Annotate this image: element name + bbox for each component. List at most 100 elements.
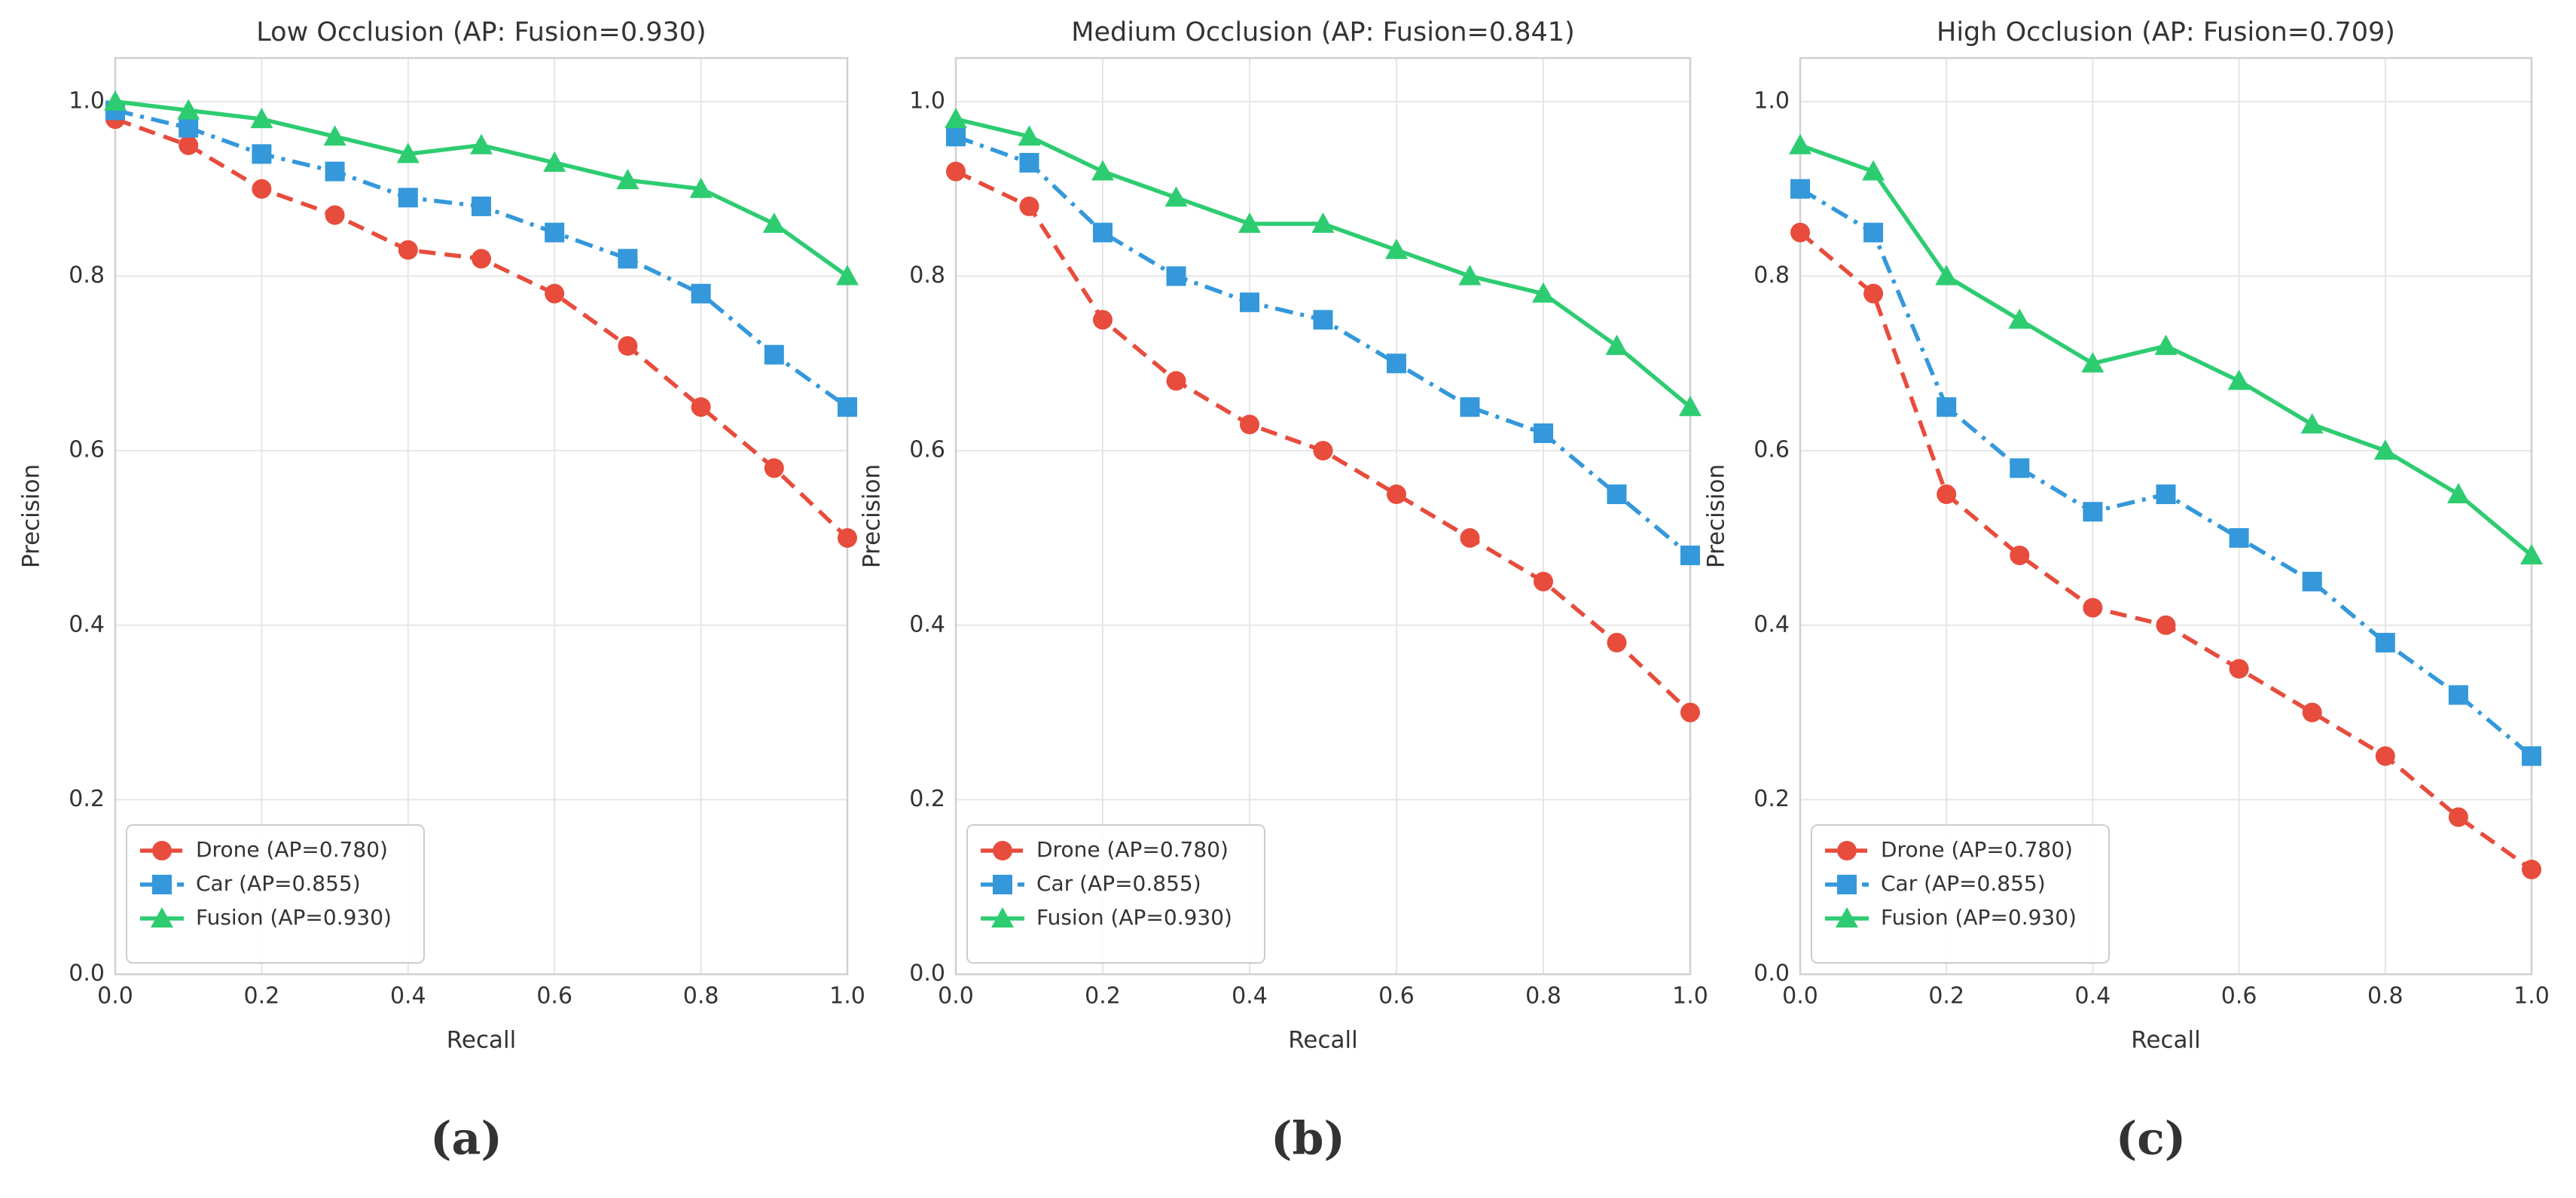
- axes-frame: [954, 57, 1692, 976]
- marker: [2010, 546, 2030, 566]
- marker: [179, 135, 199, 155]
- marker: [179, 118, 199, 138]
- marker: [1836, 907, 1858, 928]
- marker: [470, 133, 493, 154]
- x-axis-label: Recall: [2131, 1027, 2201, 1054]
- y-tick-label: 0.0: [909, 961, 945, 987]
- marker: [2083, 597, 2103, 618]
- x-tick-label: 0.4: [2075, 983, 2111, 1010]
- marker: [1311, 212, 1335, 234]
- marker: [1607, 484, 1627, 505]
- x-tick-label: 0.6: [536, 983, 572, 1010]
- marker: [2081, 352, 2104, 373]
- marker: [1313, 310, 1333, 330]
- x-axis-label: Recall: [1288, 1027, 1358, 1054]
- marker: [1532, 282, 1555, 303]
- y-tick-label: 0.0: [1753, 961, 1790, 987]
- y-tick-label: 0.4: [1753, 611, 1790, 637]
- legend-label: Drone (AP=0.780): [196, 837, 388, 862]
- x-tick-label: 1.0: [1672, 983, 1708, 1010]
- marker: [545, 283, 565, 304]
- y-tick-label: 0.4: [69, 611, 105, 637]
- x-tick-label: 0.6: [2221, 983, 2257, 1010]
- marker: [764, 458, 784, 478]
- marker: [2522, 746, 2541, 766]
- y-tick-label: 0.6: [909, 437, 945, 463]
- x-tick-label: 0.0: [97, 983, 133, 1010]
- marker: [2156, 615, 2176, 635]
- marker: [1019, 196, 1039, 216]
- y-axis-label: Precision: [1703, 464, 1730, 568]
- caption: (c): [2116, 1113, 2186, 1166]
- x-tick-label: 0.8: [683, 983, 719, 1010]
- marker: [836, 264, 859, 286]
- legend-label: Fusion (AP=0.930): [1036, 905, 1232, 930]
- marker: [2302, 571, 2322, 591]
- marker: [1680, 702, 1700, 723]
- marker: [545, 222, 565, 243]
- marker: [2083, 502, 2103, 522]
- legend-label: Drone (AP=0.780): [1036, 837, 1228, 862]
- marker: [250, 108, 273, 129]
- marker: [472, 249, 491, 269]
- marker: [691, 397, 711, 417]
- chart-title: Low Occlusion (AP: Fusion=0.930): [256, 17, 706, 47]
- marker: [2373, 439, 2397, 460]
- marker: [177, 99, 200, 120]
- plot-area: [956, 58, 1690, 974]
- marker: [396, 142, 420, 164]
- marker: [1018, 125, 1041, 146]
- marker: [762, 212, 786, 234]
- marker: [946, 127, 966, 147]
- marker: [151, 907, 173, 928]
- x-tick-label: 0.2: [1085, 983, 1121, 1010]
- marker: [1166, 266, 1186, 286]
- marker: [1091, 160, 1114, 181]
- x-tick-label: 0.0: [1782, 983, 1818, 1010]
- marker: [2154, 335, 2178, 356]
- x-tick-label: 0.2: [244, 983, 280, 1010]
- marker: [946, 161, 966, 182]
- marker: [323, 125, 346, 146]
- marker: [2229, 659, 2249, 679]
- marker: [325, 161, 345, 182]
- marker: [2008, 308, 2031, 329]
- marker: [1680, 546, 1700, 566]
- marker: [2375, 746, 2395, 766]
- marker: [764, 344, 784, 365]
- marker: [993, 875, 1012, 894]
- x-axis-label: Recall: [447, 1027, 517, 1054]
- legend-label: Car (AP=0.855): [1881, 871, 2046, 896]
- x-tick-label: 1.0: [2513, 983, 2550, 1010]
- legend-label: Fusion (AP=0.930): [196, 905, 392, 930]
- marker: [1385, 238, 1408, 259]
- marker: [1387, 353, 1406, 374]
- y-tick-label: 0.2: [69, 786, 105, 812]
- x-tick-label: 0.2: [1928, 983, 1964, 1010]
- marker: [152, 875, 172, 894]
- chart-title: High Occlusion (AP: Fusion=0.709): [1937, 17, 2395, 47]
- marker: [838, 397, 857, 417]
- marker: [1935, 264, 1958, 286]
- y-tick-label: 0.0: [69, 961, 105, 987]
- marker: [104, 90, 127, 111]
- marker: [1238, 212, 1261, 234]
- marker: [2302, 702, 2322, 723]
- marker: [1605, 335, 1628, 356]
- marker: [1837, 875, 1857, 894]
- marker: [1790, 222, 1810, 243]
- legend-label: Fusion (AP=0.930): [1881, 905, 2077, 930]
- marker: [1460, 397, 1480, 417]
- x-tick-label: 0.0: [938, 983, 974, 1010]
- marker: [2375, 632, 2395, 652]
- marker: [838, 527, 857, 548]
- axes-frame: [114, 57, 849, 976]
- marker: [1093, 310, 1113, 330]
- marker: [1240, 414, 1259, 435]
- legend-box: [126, 824, 425, 964]
- marker: [472, 196, 491, 216]
- marker: [2010, 458, 2030, 478]
- x-tick-label: 1.0: [829, 983, 865, 1010]
- marker: [2448, 807, 2468, 827]
